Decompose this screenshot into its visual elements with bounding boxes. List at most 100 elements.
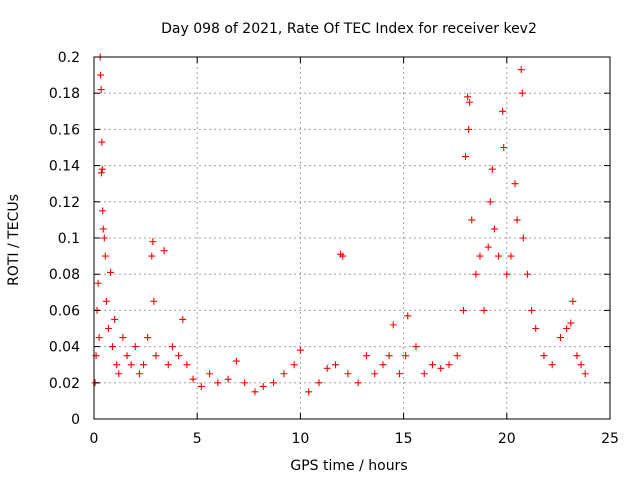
data-point — [119, 334, 127, 342]
data-point — [214, 379, 222, 387]
data-point — [548, 361, 556, 369]
data-point — [569, 297, 577, 305]
y-tick-label: 0.06 — [49, 303, 80, 319]
data-point — [241, 379, 249, 387]
data-point — [402, 352, 410, 360]
data-point — [466, 98, 474, 106]
data-point — [389, 321, 397, 329]
data-point — [540, 352, 548, 360]
data-point — [183, 361, 191, 369]
x-tick-label: 15 — [395, 431, 413, 447]
data-point — [113, 361, 121, 369]
data-point — [315, 379, 323, 387]
data-point — [111, 315, 119, 323]
data-point — [131, 343, 139, 351]
data-point — [486, 198, 494, 206]
data-point — [148, 252, 156, 260]
data-point — [518, 89, 526, 97]
data-point — [339, 252, 347, 260]
data-point — [224, 375, 232, 383]
x-axis-label: GPS time / hours — [290, 458, 407, 474]
data-points — [91, 53, 589, 396]
data-point — [290, 361, 298, 369]
x-tick-label: 0 — [90, 431, 99, 447]
y-tick-label: 0.16 — [49, 122, 80, 138]
data-point — [251, 388, 259, 396]
data-point — [127, 361, 135, 369]
data-point — [528, 306, 536, 314]
data-point — [412, 343, 420, 351]
data-point — [149, 238, 157, 246]
data-point — [371, 370, 379, 378]
data-point — [476, 252, 484, 260]
data-point — [500, 144, 508, 151]
data-point — [189, 375, 197, 383]
data-point — [577, 361, 585, 369]
data-point — [499, 107, 507, 115]
data-point — [513, 216, 521, 224]
data-point — [567, 319, 575, 327]
data-point — [259, 382, 267, 390]
data-point — [488, 165, 496, 173]
y-tick-label: 0.12 — [49, 195, 80, 211]
data-point — [152, 352, 160, 360]
data-point — [95, 334, 103, 342]
data-point — [115, 370, 123, 378]
data-point — [135, 370, 143, 378]
y-tick-label: 0.04 — [49, 340, 80, 356]
data-point — [563, 325, 571, 332]
data-point — [437, 364, 445, 372]
data-point — [109, 343, 117, 351]
data-point — [280, 370, 288, 378]
data-point — [354, 379, 362, 387]
x-tick-label: 10 — [291, 431, 309, 447]
data-point — [323, 364, 331, 372]
data-point — [462, 153, 470, 161]
y-axis-label: ROTI / TECUs — [6, 194, 22, 286]
data-point — [150, 297, 158, 305]
data-point — [94, 279, 102, 287]
data-point — [97, 71, 105, 79]
data-point — [97, 86, 105, 94]
data-point — [472, 270, 480, 278]
data-point — [160, 247, 168, 255]
x-tick-label: 25 — [601, 431, 619, 447]
data-point — [197, 382, 205, 390]
y-tick-label: 0.18 — [49, 86, 80, 102]
data-point — [98, 138, 106, 146]
data-point — [480, 306, 488, 314]
data-point — [175, 352, 183, 360]
data-point — [445, 361, 453, 369]
data-point — [453, 352, 461, 360]
y-tick-label: 0.02 — [49, 376, 80, 392]
data-point — [123, 352, 131, 360]
data-point — [97, 169, 105, 177]
x-tick-label: 20 — [498, 431, 516, 447]
data-point — [517, 66, 525, 74]
y-tick-labels: 0 0.02 0.04 0.06 0.08 0.1 0.12 0.14 0.16 0.18 0.2 — [49, 50, 80, 428]
y-tick-label: 0.14 — [49, 159, 80, 175]
data-point — [404, 312, 412, 320]
data-point — [507, 252, 515, 260]
data-point — [164, 361, 172, 369]
data-point — [102, 297, 110, 305]
data-point — [464, 93, 472, 101]
data-point — [168, 343, 176, 351]
data-point — [573, 352, 581, 360]
chart-title: Day 098 of 2021, Rate Of TEC Index for r… — [161, 21, 537, 37]
data-point — [519, 234, 527, 242]
axis-ticks — [93, 56, 611, 420]
data-point — [395, 370, 403, 378]
data-point — [331, 361, 339, 369]
x-tick-label: 5 — [193, 431, 202, 447]
data-point — [99, 225, 107, 233]
y-tick-label: 0 — [71, 412, 80, 428]
data-point — [511, 180, 519, 188]
data-point — [420, 370, 428, 378]
data-point — [379, 361, 387, 369]
data-point — [107, 268, 115, 276]
data-point — [305, 388, 313, 396]
data-point — [495, 252, 503, 260]
data-point — [270, 379, 278, 387]
data-point — [465, 125, 473, 133]
